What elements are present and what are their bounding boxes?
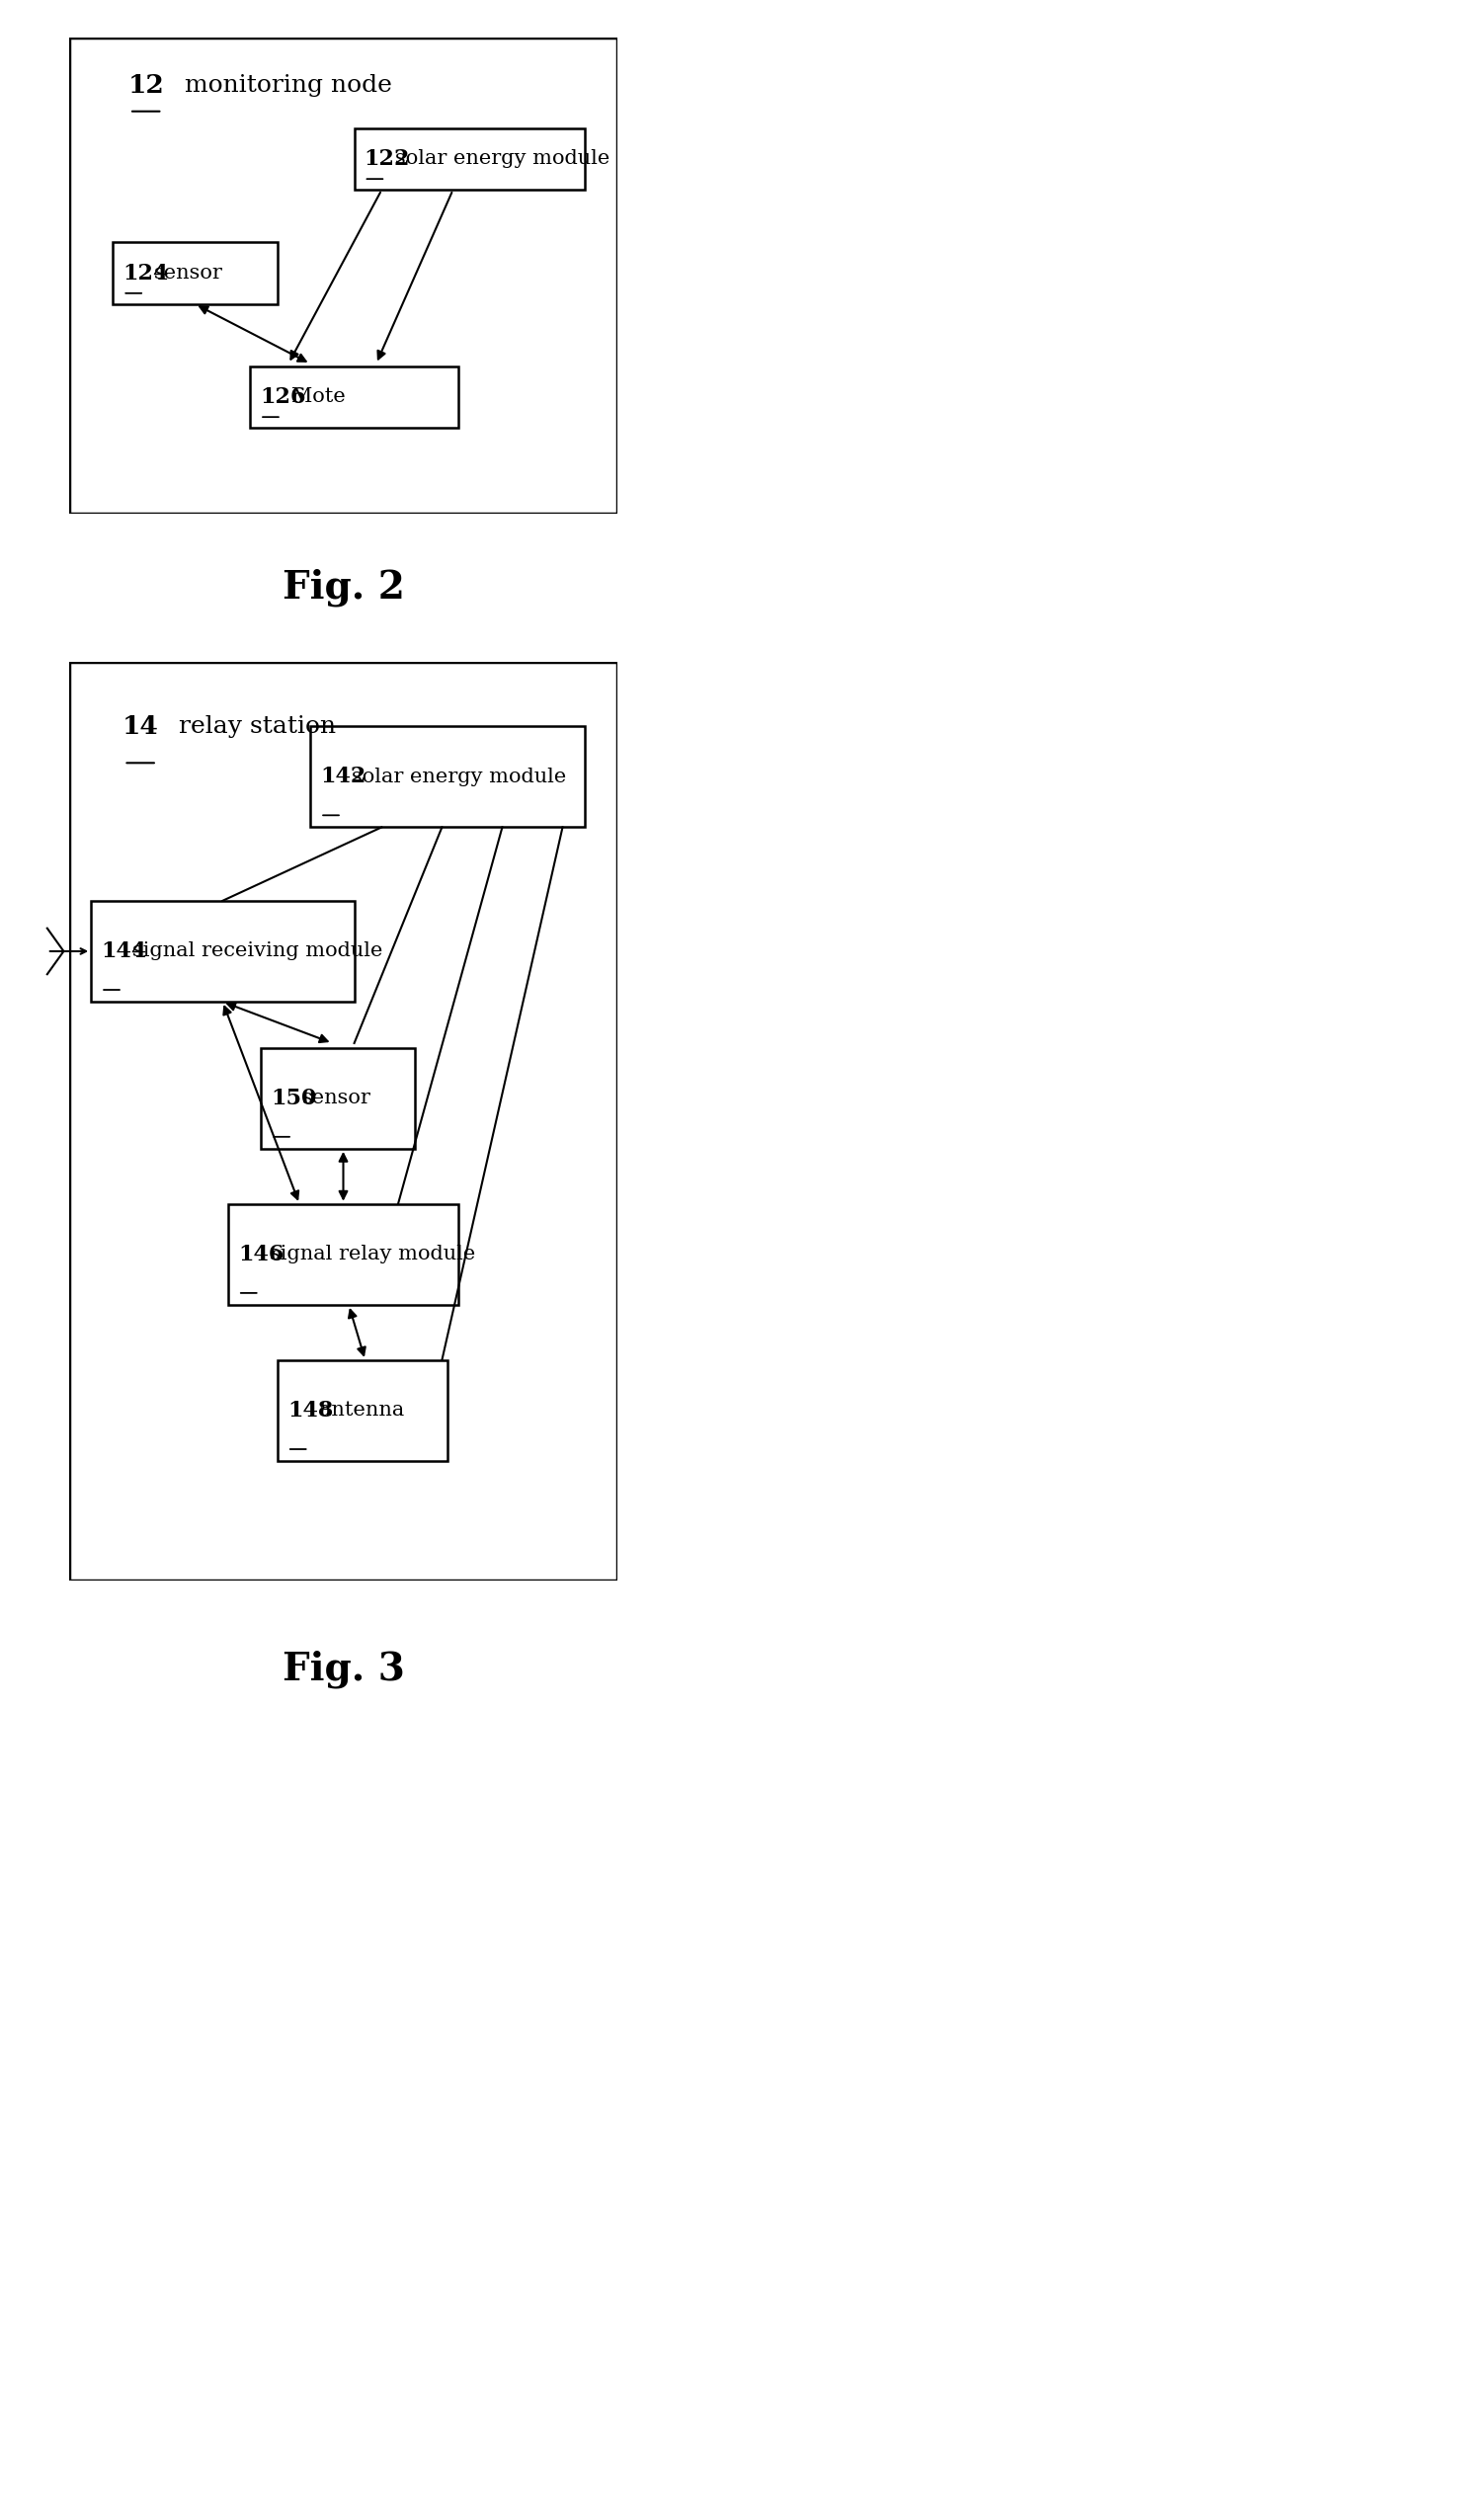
Text: sensor: sensor	[154, 265, 224, 282]
Text: 122: 122	[364, 149, 409, 169]
Text: 12: 12	[127, 73, 164, 98]
Text: sensor: sensor	[303, 1089, 371, 1109]
FancyArrowPatch shape	[291, 192, 380, 360]
Text: solar energy module: solar energy module	[395, 149, 610, 169]
Text: solar energy module: solar energy module	[351, 766, 566, 786]
Text: 14: 14	[123, 713, 159, 738]
FancyArrowPatch shape	[224, 1005, 298, 1200]
Text: 146: 146	[238, 1242, 284, 1265]
Text: signal relay module: signal relay module	[269, 1245, 475, 1265]
Text: monitoring node: monitoring node	[184, 73, 392, 96]
Text: 150: 150	[270, 1086, 317, 1109]
Text: 148: 148	[288, 1399, 333, 1421]
Bar	[250, 365, 459, 428]
Text: Mote: Mote	[291, 388, 345, 406]
Bar	[278, 1361, 447, 1462]
Text: signal receiving module: signal receiving module	[132, 942, 383, 960]
Text: 144: 144	[101, 940, 146, 963]
Text: relay station: relay station	[178, 716, 336, 738]
Bar	[262, 1048, 415, 1149]
Bar	[310, 726, 585, 827]
Bar	[354, 129, 585, 189]
Bar	[113, 242, 278, 305]
Text: antenna: antenna	[319, 1401, 404, 1419]
FancyArrowPatch shape	[377, 192, 452, 358]
FancyArrowPatch shape	[339, 1154, 346, 1200]
Bar	[91, 900, 354, 1003]
Text: 126: 126	[260, 386, 306, 408]
Text: 142: 142	[320, 766, 366, 789]
Text: 124: 124	[123, 262, 168, 285]
Text: Fig. 2: Fig. 2	[282, 570, 405, 607]
FancyArrowPatch shape	[200, 307, 306, 360]
FancyArrowPatch shape	[349, 1310, 366, 1356]
Bar	[228, 1205, 459, 1305]
FancyArrowPatch shape	[228, 1003, 327, 1043]
Text: Fig. 3: Fig. 3	[282, 1651, 405, 1688]
